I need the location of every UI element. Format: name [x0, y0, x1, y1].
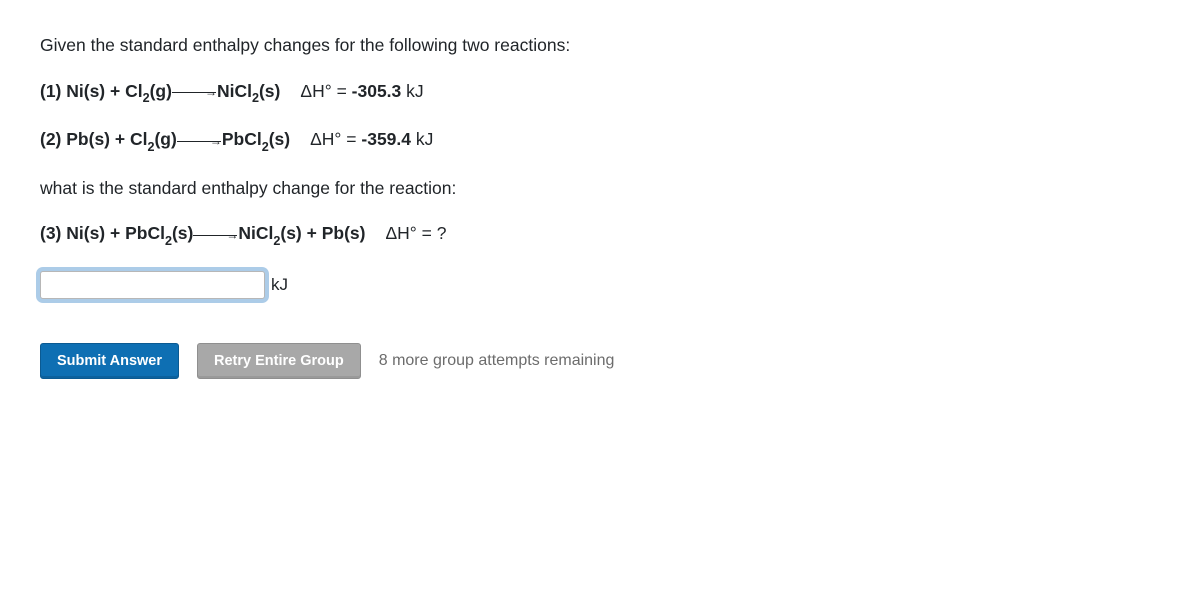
rxn2-dh-label: ΔH° = [310, 129, 361, 149]
reaction-2: (2) Pb(s) + Cl2(g)→PbCl2(s)ΔH° = -359.4 … [40, 128, 1160, 155]
rxn3-right-a: NiCl [238, 223, 273, 243]
intro-text: Given the standard enthalpy changes for … [40, 34, 1160, 58]
answer-row: kJ [40, 271, 1160, 299]
rxn3-dh-label: ΔH° = ? [385, 223, 446, 243]
rxn1-dh-label: ΔH° = [300, 81, 351, 101]
rxn3-number: (3) [40, 223, 66, 243]
answer-input[interactable] [40, 271, 265, 299]
rxn2-right-b: (s) [269, 129, 290, 149]
rxn3-left-sub: 2 [165, 234, 172, 248]
rxn2-right-sub: 2 [262, 140, 269, 154]
arrow-icon: → [172, 86, 216, 98]
rxn2-number: (2) [40, 129, 66, 149]
retry-button[interactable]: Retry Entire Group [197, 343, 361, 379]
prompt-text: what is the standard enthalpy change for… [40, 177, 1160, 201]
rxn1-left-a: Ni(s) + Cl [66, 81, 142, 101]
rxn1-left-b: (g) [150, 81, 172, 101]
reaction-3: (3) Ni(s) + PbCl2(s)→NiCl2(s) + Pb(s)ΔH°… [40, 222, 1160, 249]
rxn1-right-a: NiCl [217, 81, 252, 101]
arrow-icon: → [177, 135, 221, 147]
rxn2-dh-value: -359.4 [361, 129, 411, 149]
question-container: Given the standard enthalpy changes for … [0, 0, 1200, 379]
rxn2-right-a: PbCl [222, 129, 262, 149]
rxn2-left-b: (g) [154, 129, 176, 149]
reaction-1: (1) Ni(s) + Cl2(g)→NiCl2(s)ΔH° = -305.3 … [40, 80, 1160, 107]
arrow-icon: → [193, 229, 237, 241]
rxn2-left-a: Pb(s) + Cl [66, 129, 147, 149]
rxn1-dh-unit: kJ [401, 81, 423, 101]
rxn2-left-sub: 2 [147, 140, 154, 154]
rxn3-right-b: (s) + Pb(s) [280, 223, 365, 243]
attempts-remaining: 8 more group attempts remaining [379, 352, 615, 370]
rxn3-left-a: Ni(s) + PbCl [66, 223, 165, 243]
rxn1-right-sub: 2 [252, 91, 259, 105]
rxn3-right-sub: 2 [273, 234, 280, 248]
submit-button[interactable]: Submit Answer [40, 343, 179, 379]
answer-unit: kJ [271, 275, 288, 295]
button-row: Submit Answer Retry Entire Group 8 more … [40, 343, 1160, 379]
rxn3-left-b: (s) [172, 223, 193, 243]
rxn1-number: (1) [40, 81, 66, 101]
rxn1-dh-value: -305.3 [352, 81, 402, 101]
rxn1-left-sub: 2 [143, 91, 150, 105]
rxn2-dh-unit: kJ [411, 129, 433, 149]
rxn1-right-b: (s) [259, 81, 280, 101]
